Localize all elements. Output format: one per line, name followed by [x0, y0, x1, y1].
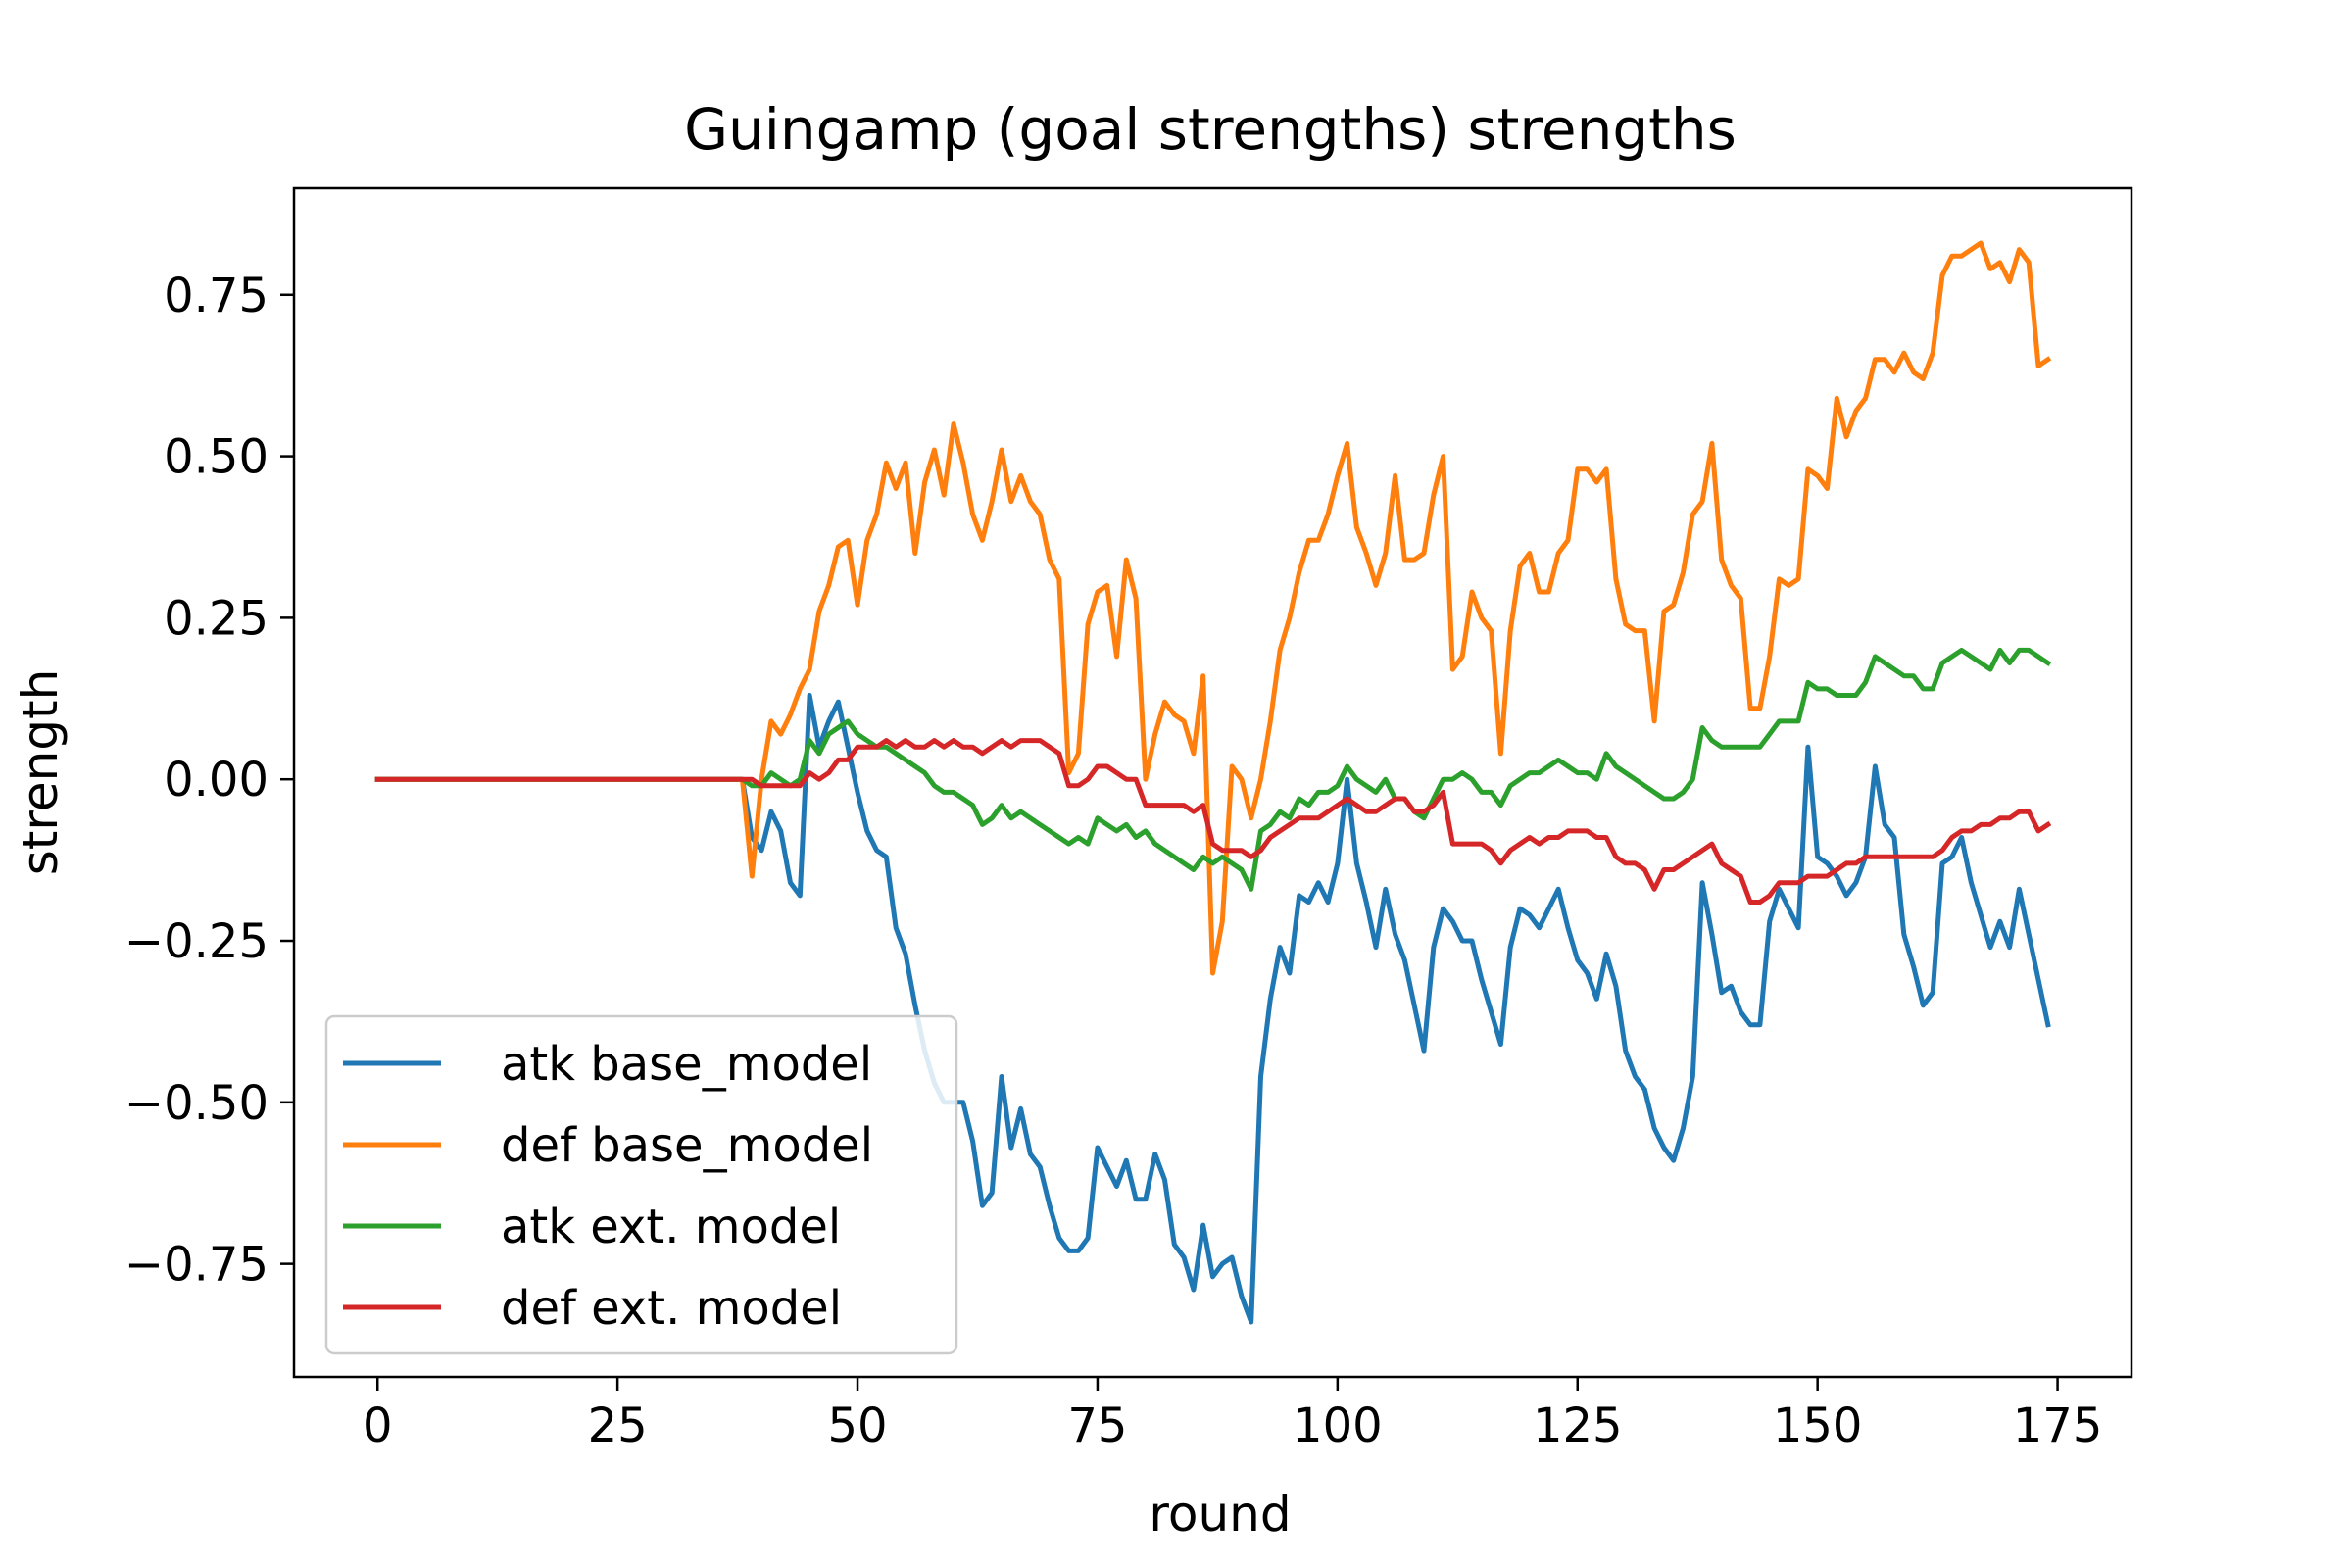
x-tick-label: 150 — [1773, 1398, 1863, 1453]
plot-frame — [292, 186, 2133, 1379]
x-axis-label: round — [1149, 1486, 1291, 1543]
chart-title: Guingamp (goal strengths) strengths — [684, 96, 1737, 163]
y-tick-label: −0.50 — [124, 1076, 269, 1131]
y-tick-label: −0.25 — [124, 914, 269, 969]
legend-label: atk ext. model — [501, 1200, 841, 1254]
y-tick-label: −0.75 — [124, 1238, 269, 1293]
x-tick-label: 50 — [828, 1398, 888, 1453]
y-tick-label: 0.50 — [164, 430, 269, 485]
series-line-atk-ext-model — [374, 647, 2052, 892]
y-tick-label: 0.00 — [164, 753, 269, 808]
x-tick-label: 175 — [2013, 1398, 2103, 1453]
legend-label: atk base_model — [501, 1037, 872, 1092]
legend-label: def base_model — [501, 1118, 873, 1173]
legend-box — [324, 1014, 958, 1355]
x-tick-label: 25 — [588, 1398, 648, 1453]
y-tick-label: 0.25 — [164, 591, 269, 646]
series-line-def-base-model — [374, 240, 2052, 976]
y-axis-label: strength — [12, 669, 69, 876]
x-tick-label: 100 — [1293, 1398, 1383, 1453]
legend-label: def ext. model — [501, 1281, 842, 1336]
x-tick-label: 75 — [1067, 1398, 1127, 1453]
x-tick-label: 125 — [1533, 1398, 1623, 1453]
plot-area: 0 25 50 75 100 125 150 175 −0.75 −0.50 −0.25 0.00 0.… — [124, 186, 2133, 1453]
x-tick-label: 0 — [363, 1398, 393, 1453]
y-tick-label: 0.75 — [164, 269, 269, 323]
series-line-def-ext-model — [374, 738, 2052, 905]
